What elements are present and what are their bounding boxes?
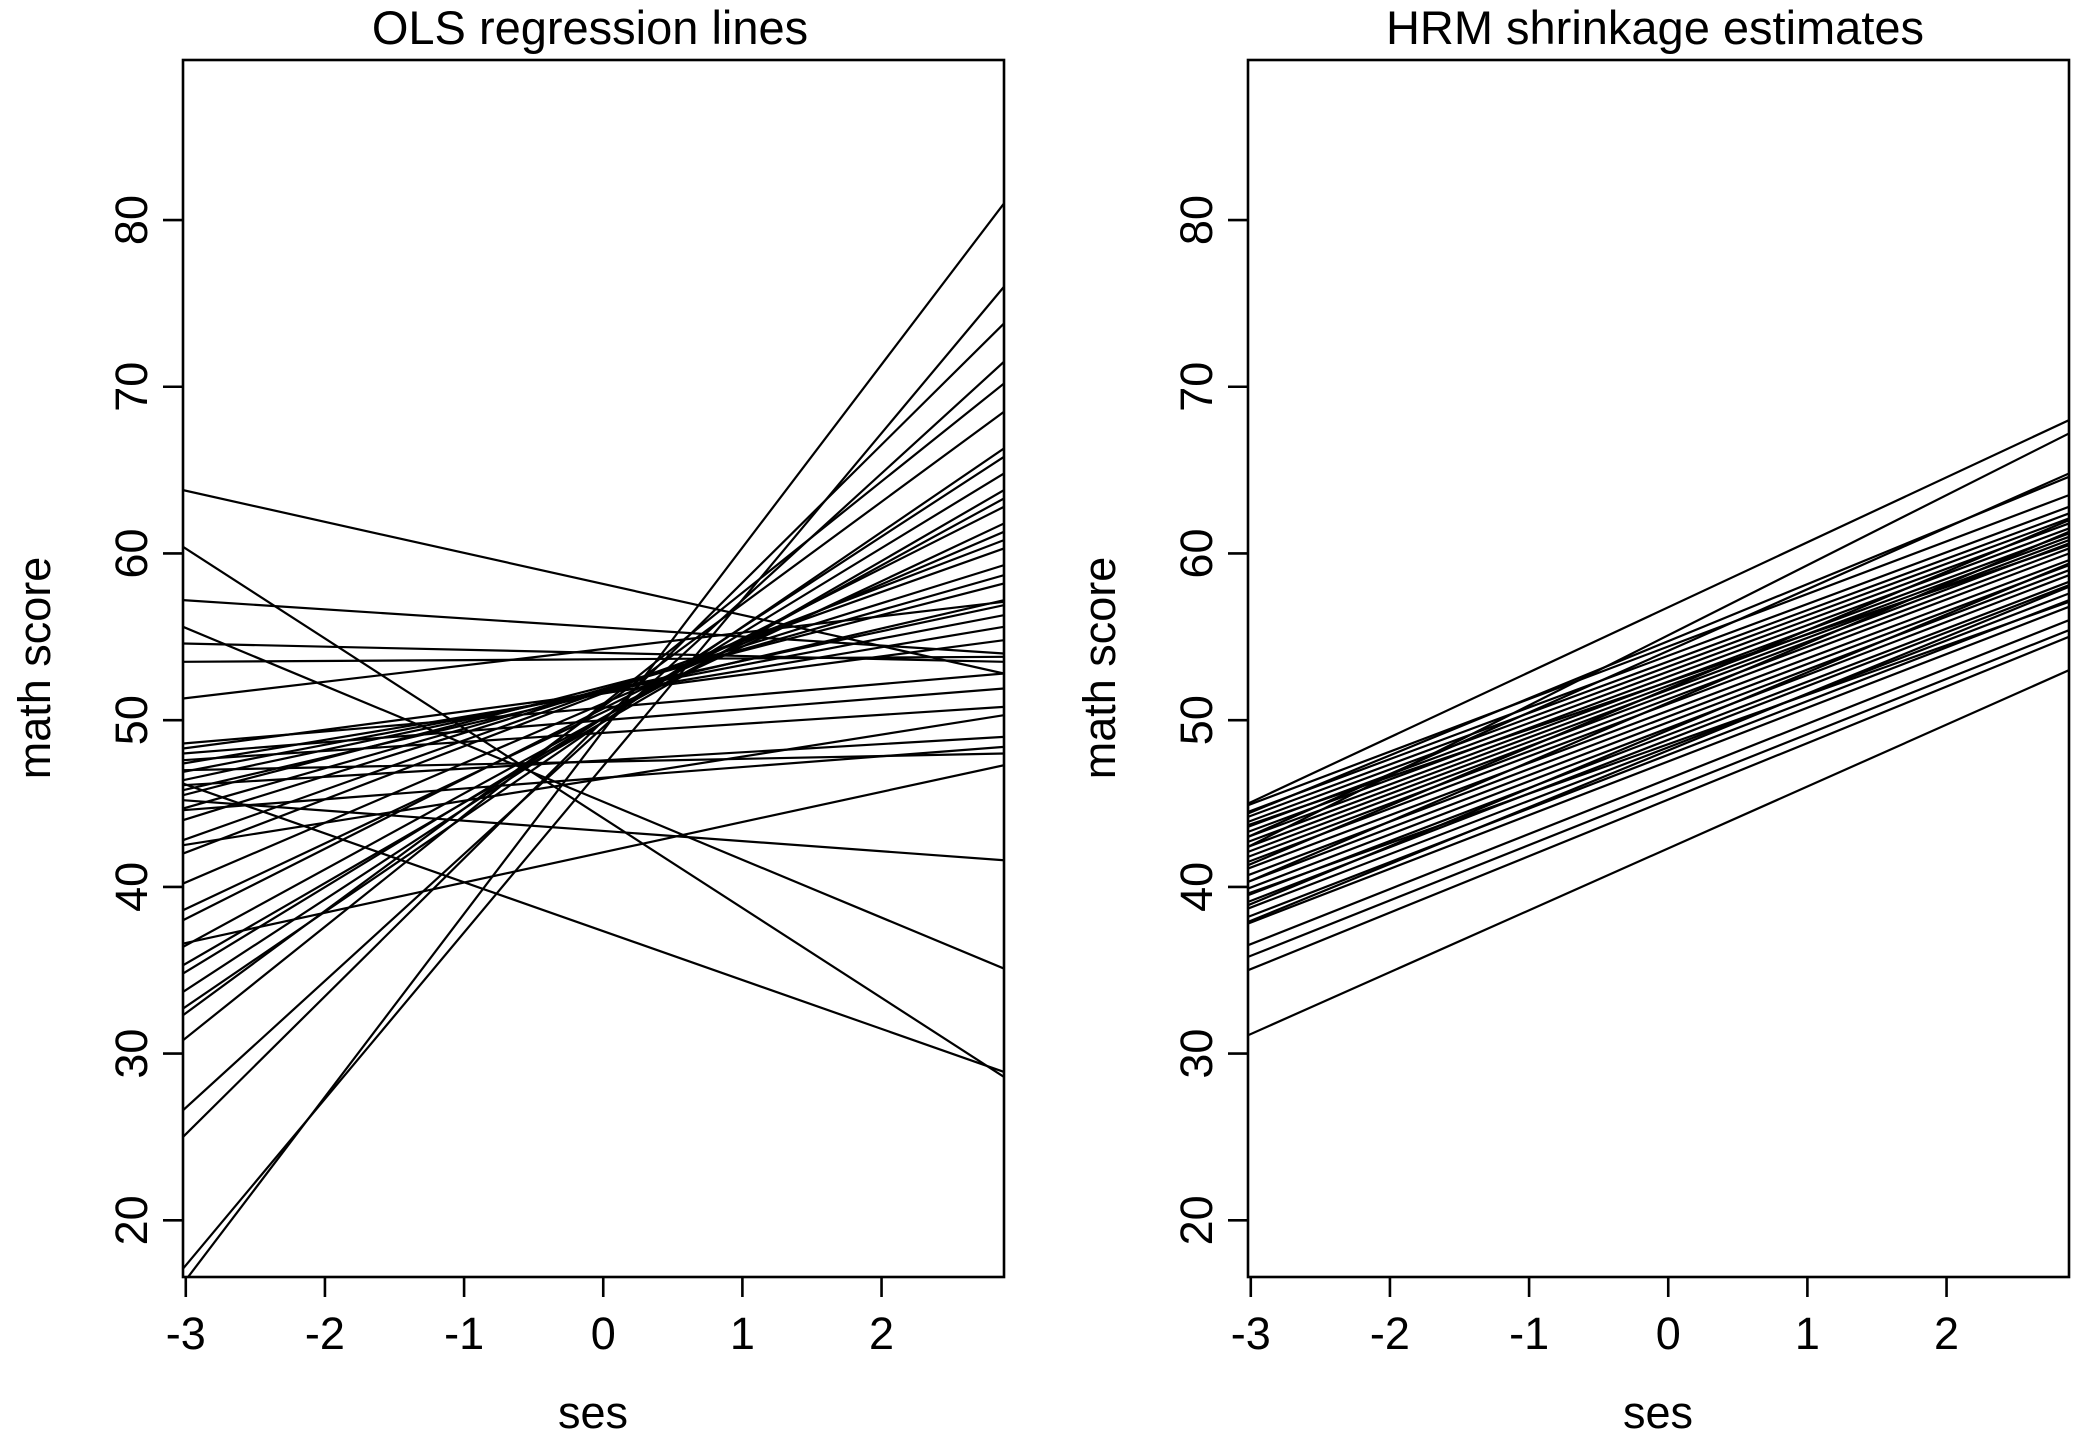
ols-line-9 bbox=[183, 489, 1004, 967]
ols-y-tick-label: 60 bbox=[106, 528, 157, 578]
hrm-line-10 bbox=[1248, 569, 2069, 883]
hrm-line-28 bbox=[1248, 419, 2069, 805]
ols-line-11 bbox=[183, 505, 1004, 922]
hrm-line-26 bbox=[1248, 475, 2069, 815]
hrm-line-33 bbox=[1248, 544, 2069, 827]
hrm-x-tick-label: 2 bbox=[1934, 1308, 1959, 1359]
ols-line-30 bbox=[183, 705, 1004, 762]
ols-line-25 bbox=[183, 764, 1004, 945]
ols-line-32 bbox=[183, 600, 1004, 700]
hrm-line-22 bbox=[1248, 512, 2069, 818]
ols-line-27 bbox=[183, 745, 1004, 812]
hrm-line-0 bbox=[1248, 669, 2069, 1037]
hrm-line-1 bbox=[1248, 635, 2069, 972]
hrm-line-24 bbox=[1248, 494, 2069, 807]
ols-line-37 bbox=[183, 545, 1004, 1078]
hrm-line-2 bbox=[1248, 629, 2069, 958]
hrm-x-axis-label: ses bbox=[1623, 1387, 1693, 1438]
hrm-x-tick-label: 0 bbox=[1656, 1308, 1681, 1359]
hrm-x-tick-label: 1 bbox=[1795, 1308, 1820, 1359]
hrm-y-tick-label: 20 bbox=[1171, 1195, 1222, 1245]
ols-line-3 bbox=[183, 360, 1004, 1112]
ols-line-36 bbox=[183, 489, 1004, 675]
ols-regression-lines bbox=[183, 202, 1004, 1277]
hrm-y-tick-label: 50 bbox=[1171, 695, 1222, 745]
ols-x-tick-label: 1 bbox=[730, 1308, 755, 1359]
ols-x-tick-label: -3 bbox=[166, 1308, 206, 1359]
ols-line-26 bbox=[183, 714, 1004, 847]
ols-y-tick-label: 30 bbox=[106, 1029, 157, 1079]
hrm-line-6 bbox=[1248, 592, 2069, 910]
hrm-y-tick-label: 40 bbox=[1171, 862, 1222, 912]
ols-y-tick-label: 20 bbox=[106, 1195, 157, 1245]
ols-y-tick-label: 70 bbox=[106, 362, 157, 412]
hrm-line-5 bbox=[1248, 599, 2069, 918]
ols-line-29 bbox=[183, 752, 1004, 772]
ols-plot-frame bbox=[181, 58, 1006, 1279]
ols-line-4 bbox=[183, 382, 1004, 1042]
hrm-y-tick-label: 70 bbox=[1171, 362, 1222, 412]
ols-panel: OLS regression lines -3 -2 -1 0 1 2 20 30 40 50 6… bbox=[9, 1, 1006, 1438]
ols-line-24 bbox=[183, 672, 1004, 745]
ols-x-tick-label: 2 bbox=[869, 1308, 894, 1359]
hrm-y-tick-label: 60 bbox=[1171, 528, 1222, 578]
hrm-y-axis: 20 30 40 50 60 70 80 bbox=[1171, 195, 1248, 1245]
ols-y-tick-label: 50 bbox=[106, 695, 157, 745]
hrm-x-tick-label: -2 bbox=[1370, 1308, 1410, 1359]
hrm-line-29 bbox=[1248, 530, 2069, 883]
ols-chart-title: OLS regression lines bbox=[372, 1, 808, 54]
ols-line-14 bbox=[183, 539, 1004, 855]
hrm-x-axis: -3 -2 -1 0 1 2 bbox=[1231, 1277, 1959, 1359]
ols-line-12 bbox=[183, 522, 1004, 912]
ols-line-31 bbox=[183, 687, 1004, 755]
hrm-line-32 bbox=[1248, 519, 2069, 867]
hrm-plot-frame bbox=[1246, 58, 2071, 1279]
hrm-line-8 bbox=[1248, 580, 2069, 897]
ols-x-axis-label: ses bbox=[558, 1387, 628, 1438]
hrm-line-12 bbox=[1248, 559, 2069, 870]
ols-x-tick-label: 0 bbox=[591, 1308, 616, 1359]
hrm-y-tick-label: 80 bbox=[1171, 195, 1222, 245]
hrm-line-30 bbox=[1248, 562, 2069, 907]
ols-line-35 bbox=[183, 599, 1004, 655]
hrm-x-tick-label: -1 bbox=[1509, 1308, 1549, 1359]
ols-x-tick-label: -2 bbox=[305, 1308, 345, 1359]
ols-line-38 bbox=[183, 625, 1004, 970]
hrm-line-31 bbox=[1248, 585, 2069, 923]
ols-x-tick-label: -1 bbox=[444, 1308, 484, 1359]
ols-x-axis: -3 -2 -1 0 1 2 bbox=[166, 1277, 894, 1359]
hrm-line-21 bbox=[1248, 517, 2069, 823]
hrm-chart-title: HRM shrinkage estimates bbox=[1386, 1, 1924, 54]
hrm-line-4 bbox=[1248, 605, 2069, 925]
hrm-line-34 bbox=[1248, 600, 2069, 895]
ols-y-tick-label: 80 bbox=[106, 195, 157, 245]
hrm-line-17 bbox=[1248, 535, 2069, 843]
ols-line-39 bbox=[183, 782, 1004, 1073]
hrm-line-19 bbox=[1248, 527, 2069, 833]
hrm-regression-lines bbox=[1248, 419, 2069, 1037]
hrm-line-23 bbox=[1248, 505, 2069, 813]
ols-line-10 bbox=[183, 497, 1004, 948]
ols-y-axis: 20 30 40 50 60 70 80 bbox=[106, 195, 183, 1245]
ols-line-2 bbox=[183, 322, 1004, 1138]
ols-y-tick-label: 40 bbox=[106, 862, 157, 912]
hrm-line-15 bbox=[1248, 542, 2069, 853]
hrm-line-14 bbox=[1248, 547, 2069, 858]
ols-line-40 bbox=[183, 799, 1004, 862]
hrm-x-tick-label: -3 bbox=[1231, 1308, 1271, 1359]
ols-line-33 bbox=[183, 655, 1004, 663]
ols-y-axis-label: math score bbox=[9, 557, 60, 780]
hrm-line-9 bbox=[1248, 574, 2069, 890]
ols-line-34 bbox=[183, 642, 1004, 663]
hrm-panel: HRM shrinkage estimates -3 -2 -1 0 1 2 20 30 40… bbox=[1074, 1, 2071, 1438]
hrm-line-3 bbox=[1248, 619, 2069, 947]
hrm-y-axis-label: math score bbox=[1074, 557, 1125, 780]
hrm-y-tick-label: 30 bbox=[1171, 1029, 1222, 1079]
